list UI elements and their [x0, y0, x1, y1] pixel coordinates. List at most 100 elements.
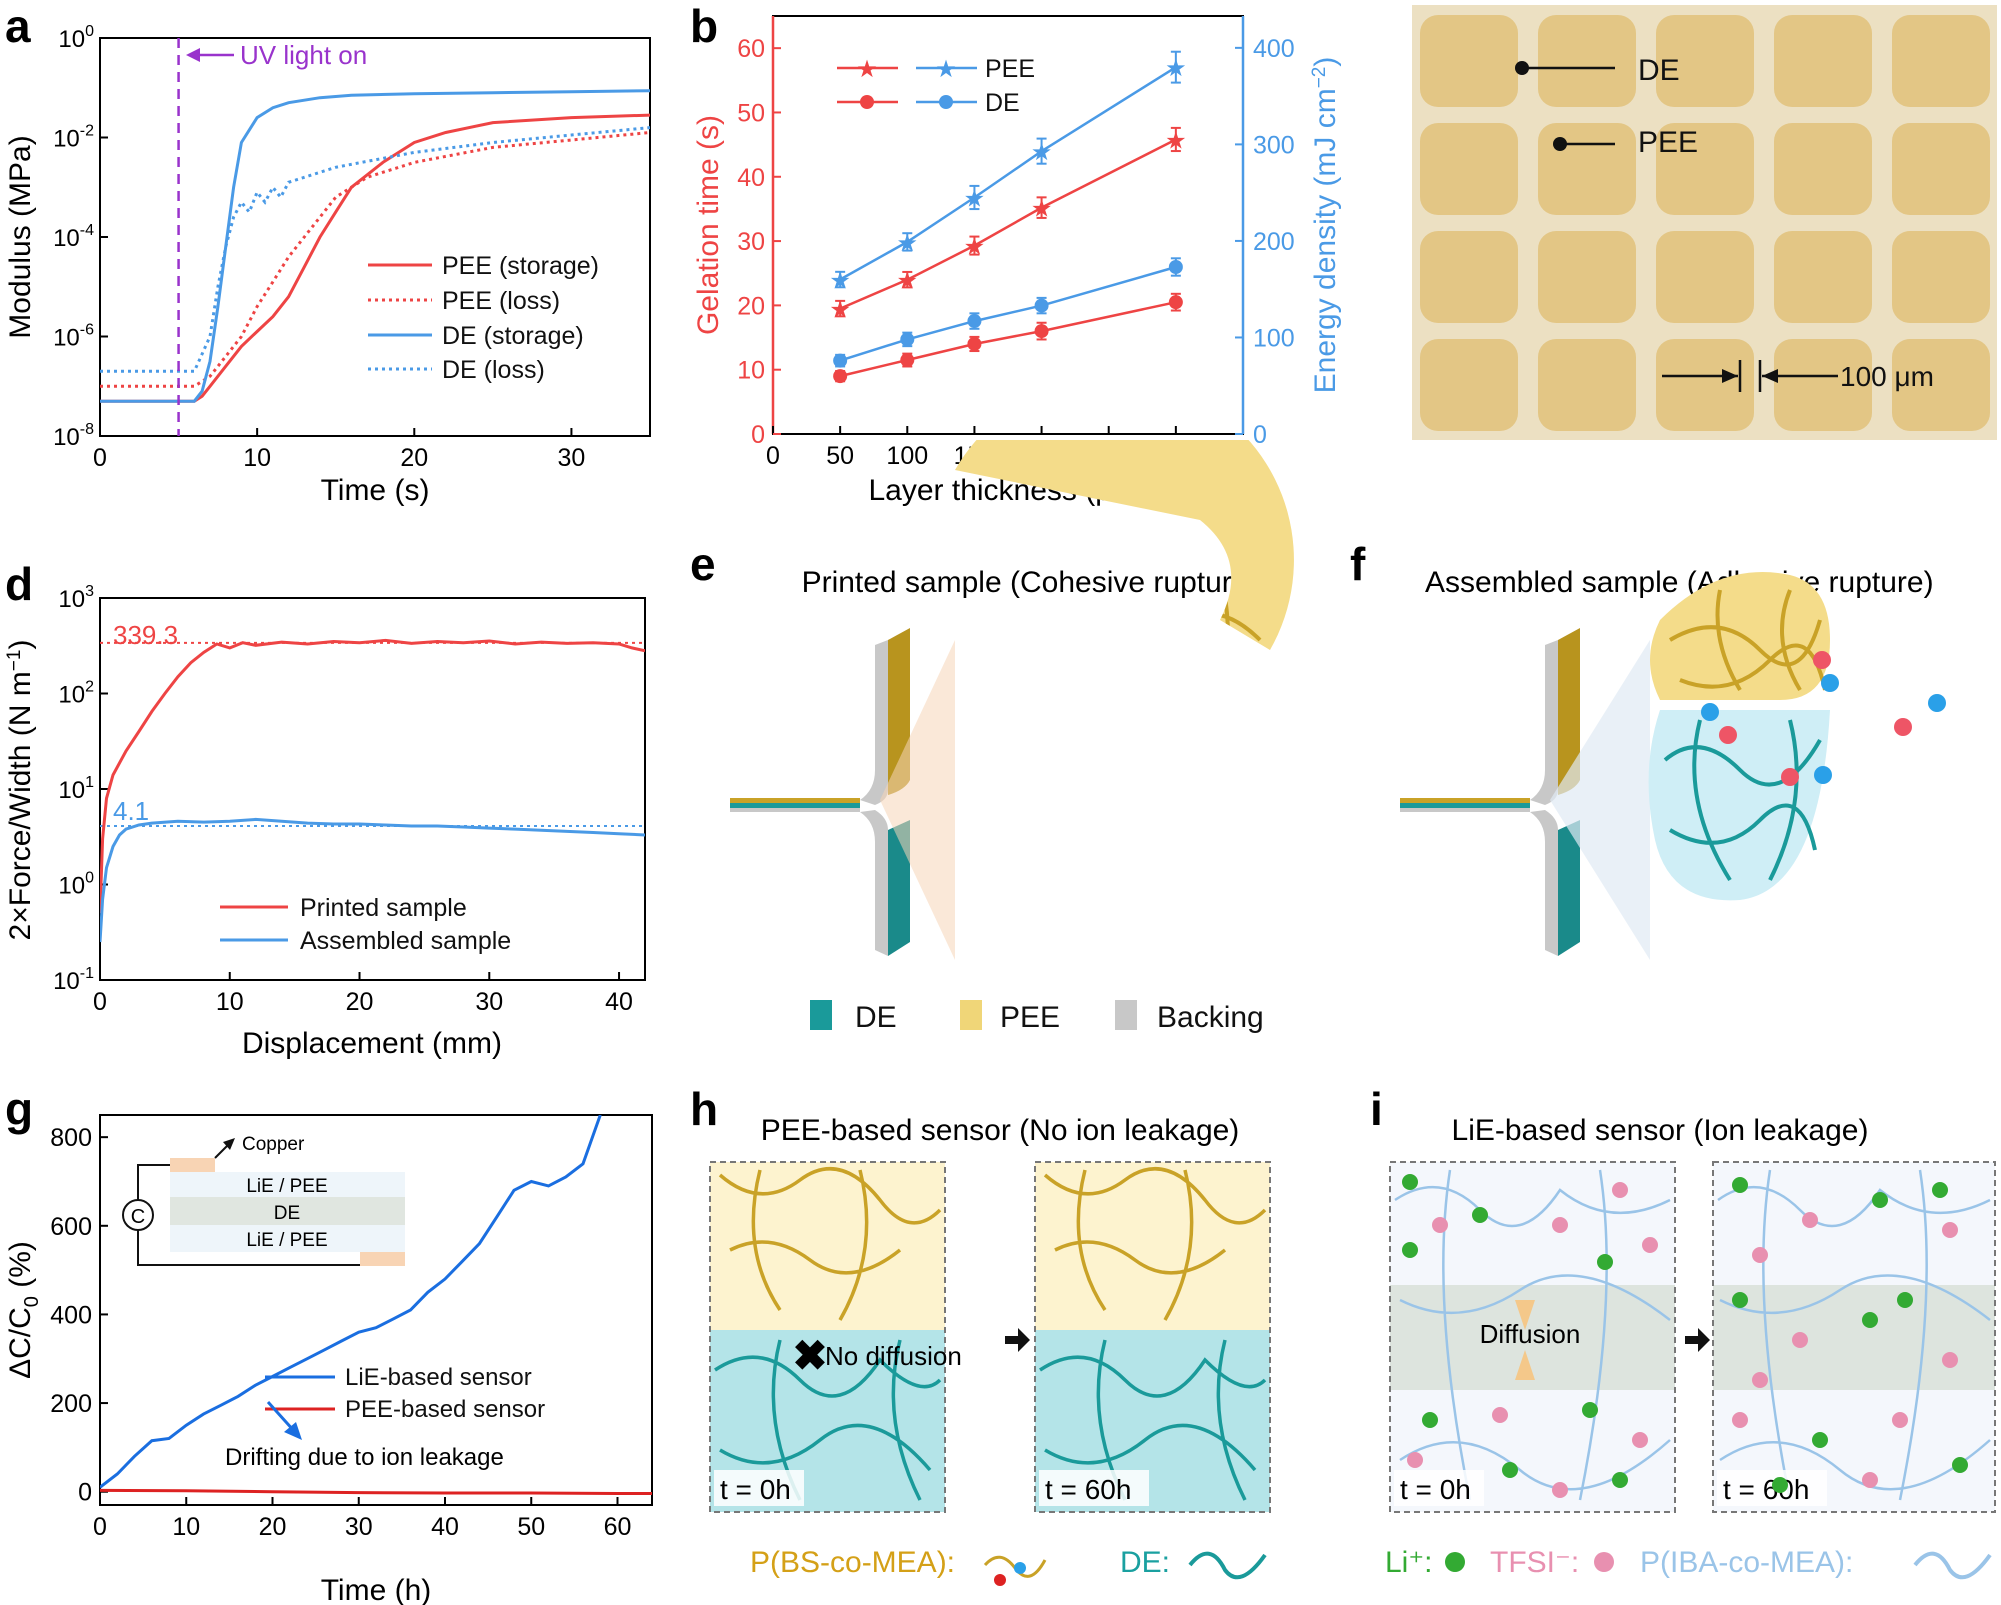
printed-square	[1538, 15, 1636, 107]
series-line	[100, 89, 650, 403]
x-tick-label: 20	[259, 1513, 287, 1541]
panel-f-schematic: Assembled sample (Adhesive rupture)	[1400, 566, 1946, 960]
li-ion	[1422, 1412, 1438, 1428]
legend-de-loss: DE (loss)	[442, 356, 545, 384]
printed-square	[1420, 123, 1518, 215]
tfsi-ion	[1642, 1237, 1658, 1253]
inset-copper-label: Copper	[242, 1134, 305, 1155]
i-box-t0: Diffusion t = 0h	[1389, 1161, 1676, 1513]
printed-square	[1774, 339, 1872, 431]
y-left-tick-label: 60	[737, 35, 765, 63]
panel-d-ticks: 0 10 20 30 40 10-1 100 101 102 103	[53, 583, 633, 1016]
panel-h-title: PEE-based sensor (No ion leakage)	[761, 1114, 1240, 1147]
i-ions	[1402, 1174, 1968, 1498]
printed-square	[1420, 15, 1518, 107]
printed-square	[1892, 123, 1990, 215]
tfsi-ion	[1612, 1182, 1628, 1198]
series-line	[839, 138, 1177, 310]
data-point-star: ★	[1031, 139, 1053, 166]
data-point-circle	[967, 336, 982, 351]
ions-e	[1028, 686, 1274, 794]
panel-i-title: LiE-based sensor (Ion leakage)	[1452, 1114, 1869, 1147]
legend-star-red: ★	[856, 56, 878, 83]
li-ion	[1597, 1254, 1613, 1270]
panel-d-xlabel: Displacement (mm)	[242, 1027, 502, 1060]
de-f-network	[1663, 719, 1822, 882]
legend-lie: LiE-based sensor	[345, 1364, 532, 1391]
panel-letter-g: g	[5, 1083, 33, 1135]
legend-b-pee: PEE	[985, 55, 1035, 83]
printed-square	[1656, 231, 1754, 323]
anion	[1821, 674, 1839, 692]
printed-square	[1656, 123, 1754, 215]
h60-de-strands	[1039, 1339, 1267, 1501]
y-left-tick-label: 40	[737, 164, 765, 192]
legend-de-storage: DE (storage)	[442, 322, 584, 350]
y-tick-label: 103	[58, 583, 94, 613]
series-line	[100, 113, 650, 403]
panel-d-legend: Printed sample Assembled sample	[220, 894, 511, 955]
i-t0-label-bg	[1394, 1470, 1484, 1506]
printed-square	[1538, 123, 1636, 215]
y-tick-label: 600	[50, 1213, 92, 1241]
h-t0-label-bg	[714, 1470, 804, 1506]
scale-bar-right-head	[1762, 369, 1778, 383]
panel-b-series: ★★★★★★★★★★	[829, 50, 1187, 384]
panel-a-xlabel: Time (s)	[321, 474, 430, 507]
anion	[1256, 719, 1274, 737]
legend-de-swatch	[810, 1000, 832, 1030]
li-ion	[1897, 1292, 1913, 1308]
y-tick-label: 100	[58, 23, 94, 53]
data-point-star: ★	[897, 230, 919, 257]
cation	[1719, 726, 1737, 744]
y-tick-label: 10-8	[53, 421, 94, 451]
inset-capacitance-meter	[122, 1199, 154, 1231]
printed-square	[1538, 231, 1636, 323]
x-tick-label: 10	[172, 1513, 200, 1541]
printed-square	[1892, 339, 1990, 431]
legend-backing: Backing	[1157, 1001, 1264, 1034]
x-tick-label: 0	[93, 1513, 107, 1541]
tfsi-ion	[1802, 1212, 1818, 1228]
li-ion	[1932, 1182, 1948, 1198]
li-ion	[1502, 1462, 1518, 1478]
tfsi-ion	[1752, 1372, 1768, 1388]
i60-network-strands	[1717, 1169, 1991, 1501]
i-box-t0-frame	[1389, 1161, 1676, 1513]
y-tick-label: 102	[58, 679, 94, 709]
printed-square	[1892, 15, 1990, 107]
no-diffusion-note: No diffusion	[825, 1341, 962, 1371]
y-left-tick-label: 10	[737, 357, 765, 385]
printed-square	[1774, 123, 1872, 215]
h-t60-label-bg	[1039, 1470, 1149, 1506]
panel-i-schematic: LiE-based sensor (Ion leakage) Diffusion…	[1385, 1114, 1996, 1580]
plateau-label-printed: 339.3	[113, 620, 178, 650]
y-right-tick-label: 300	[1253, 131, 1295, 159]
anion	[1701, 703, 1719, 721]
uv-annotation: UV light on	[240, 40, 367, 70]
zoom-de-region	[940, 800, 1320, 1000]
y-right-tick-label: 100	[1253, 324, 1295, 352]
pee-cation-icon	[994, 1574, 1006, 1586]
panel-e-schematic: Printed sample (Cohesive rupture)	[730, 440, 1320, 1034]
panel-letter-h: h	[690, 1083, 718, 1135]
peel-f-de-strip	[1400, 803, 1530, 808]
panel-b-legend: ★ ★ PEE DE	[837, 55, 1035, 117]
panel-b-ylabel-left: Gelation time (s)	[692, 115, 725, 335]
anion	[1113, 762, 1131, 780]
y-tick-label: 10-4	[53, 222, 94, 252]
peel-f-upper-pee-face	[1558, 628, 1580, 795]
li-ion	[1952, 1457, 1968, 1473]
zoom-cone	[880, 640, 955, 960]
panel-e-title: Printed sample (Cohesive rupture)	[802, 566, 1259, 599]
y-tick-label: 10-6	[53, 322, 94, 352]
panel-a-frame	[99, 37, 651, 437]
inset-layer-bottom	[170, 1225, 405, 1252]
x-tick-label: 0	[93, 444, 107, 472]
h-de-strands	[714, 1339, 942, 1501]
drift-arrow-head	[284, 1422, 302, 1440]
cation	[1146, 711, 1164, 729]
y-right-tick-label: 200	[1253, 228, 1295, 256]
